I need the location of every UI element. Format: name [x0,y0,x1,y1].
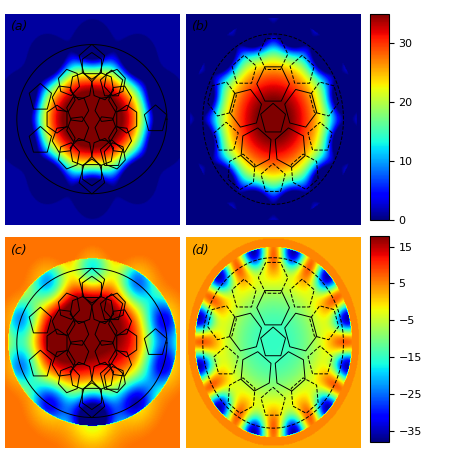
Text: (b): (b) [191,20,209,33]
Text: (a): (a) [10,20,27,33]
Text: (d): (d) [191,244,209,257]
Text: (c): (c) [10,244,27,257]
